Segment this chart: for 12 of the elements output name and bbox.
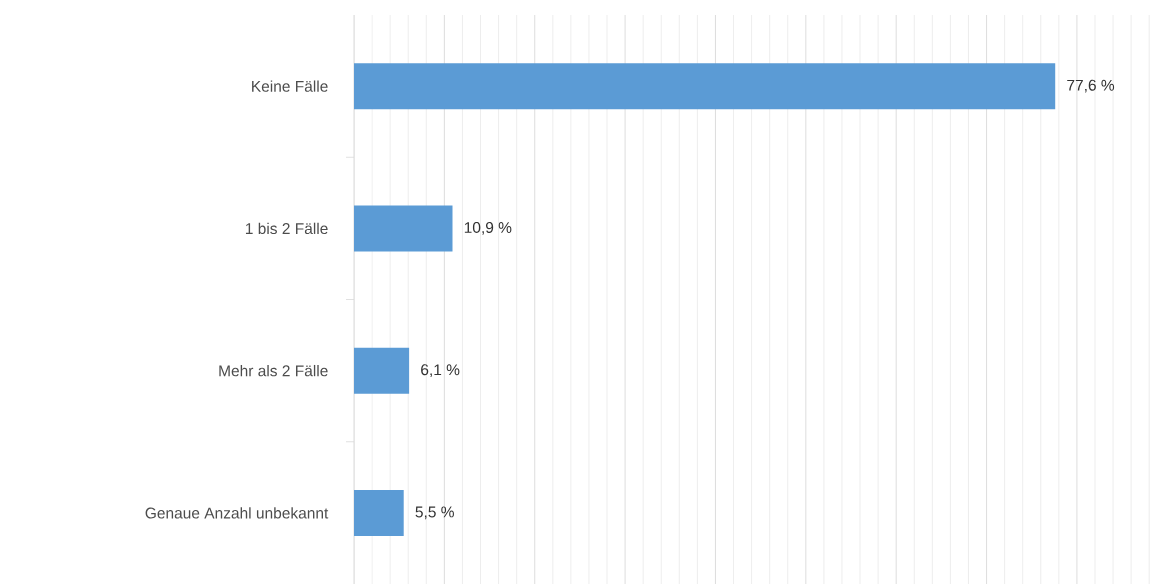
y-tick-label: Mehr als 2 Fälle: [219, 364, 328, 377]
bar: [354, 347, 410, 394]
y-tick-label: Genaue Anzahl unbekannt: [145, 507, 329, 519]
y-tick-label: 1 bis 2 Fälle: [245, 222, 328, 235]
y-tick-label: Keine Fälle: [252, 80, 328, 92]
bar: [354, 489, 404, 536]
data-label: 10,9 %: [464, 221, 512, 235]
bar: [354, 205, 453, 252]
data-label: 5,5 %: [415, 506, 454, 520]
data-label: 6,1 %: [421, 364, 460, 378]
bar: [354, 63, 1056, 110]
data-label: 77,6 %: [1067, 79, 1115, 93]
